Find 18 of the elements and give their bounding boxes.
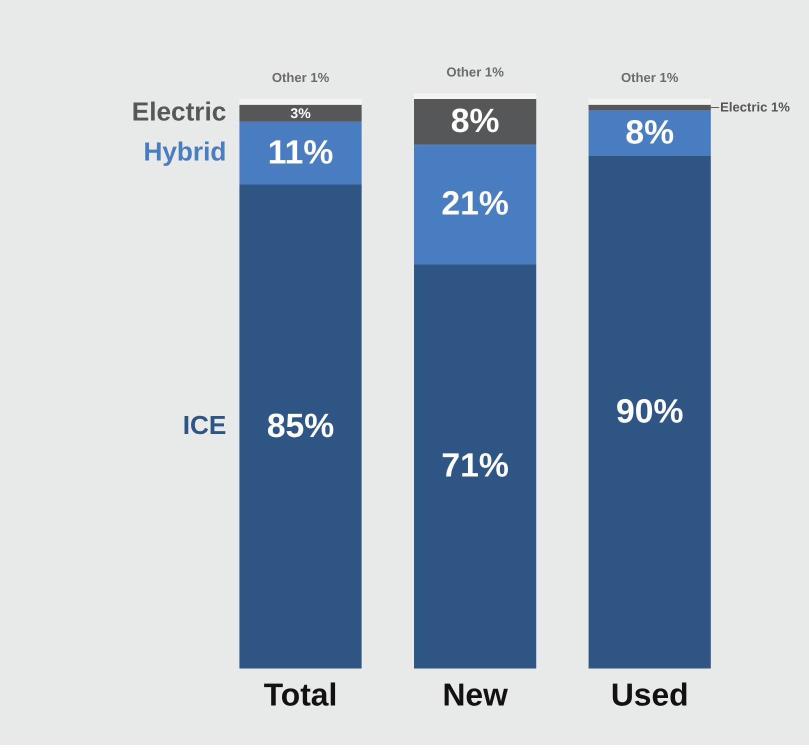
data-label: 8% (625, 114, 674, 152)
data-label: Other 1% (272, 70, 330, 86)
x-tick-label: Used (610, 676, 689, 712)
x-tick-label: New (442, 676, 508, 712)
data-label: 21% (441, 186, 509, 223)
data-label: 90% (616, 394, 684, 431)
data-label: 71% (441, 448, 509, 485)
data-label: 11% (268, 134, 334, 172)
x-tick-label: Total (264, 676, 338, 712)
data-label: 85% (266, 408, 334, 445)
series-label: ICE (182, 410, 226, 440)
data-label: Other 1% (446, 64, 504, 80)
data-label: Other 1% (620, 70, 679, 86)
data-label: 8% (450, 103, 500, 140)
series-label: Electric (132, 96, 226, 127)
data-label: Electric 1% (720, 99, 790, 114)
series-label: Hybrid (143, 136, 226, 167)
data-label: 3% (290, 104, 312, 121)
